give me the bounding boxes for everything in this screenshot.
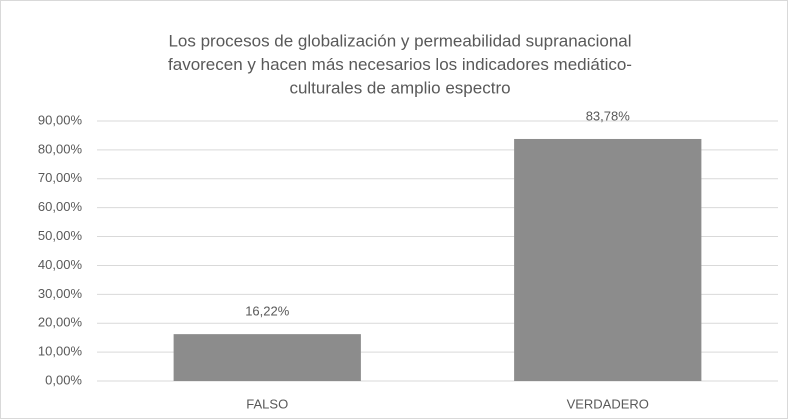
y-tick-label: 40,00% bbox=[38, 257, 83, 272]
bar bbox=[173, 334, 361, 381]
y-tick-label: 70,00% bbox=[38, 170, 83, 185]
data-label: 16,22% bbox=[245, 304, 290, 319]
y-tick-label: 30,00% bbox=[38, 286, 83, 301]
y-tick-label: 80,00% bbox=[38, 141, 83, 156]
y-tick-label: 10,00% bbox=[38, 344, 83, 359]
x-tick-label: FALSO bbox=[246, 396, 288, 411]
x-tick-label: VERDADERO bbox=[567, 396, 649, 411]
data-label: 83,78% bbox=[586, 108, 631, 123]
y-tick-label: 50,00% bbox=[38, 228, 83, 243]
y-tick-label: 0,00% bbox=[45, 372, 82, 387]
chart-title: culturales de amplio espectro bbox=[289, 78, 510, 97]
y-tick-label: 60,00% bbox=[38, 199, 83, 214]
y-tick-label: 20,00% bbox=[38, 315, 83, 330]
y-tick-label: 90,00% bbox=[38, 112, 83, 127]
chart-title: favorecen y hacen más necesarios los ind… bbox=[168, 55, 632, 74]
chart-title: Los procesos de globalización y permeabi… bbox=[168, 31, 631, 50]
bar bbox=[514, 138, 702, 381]
